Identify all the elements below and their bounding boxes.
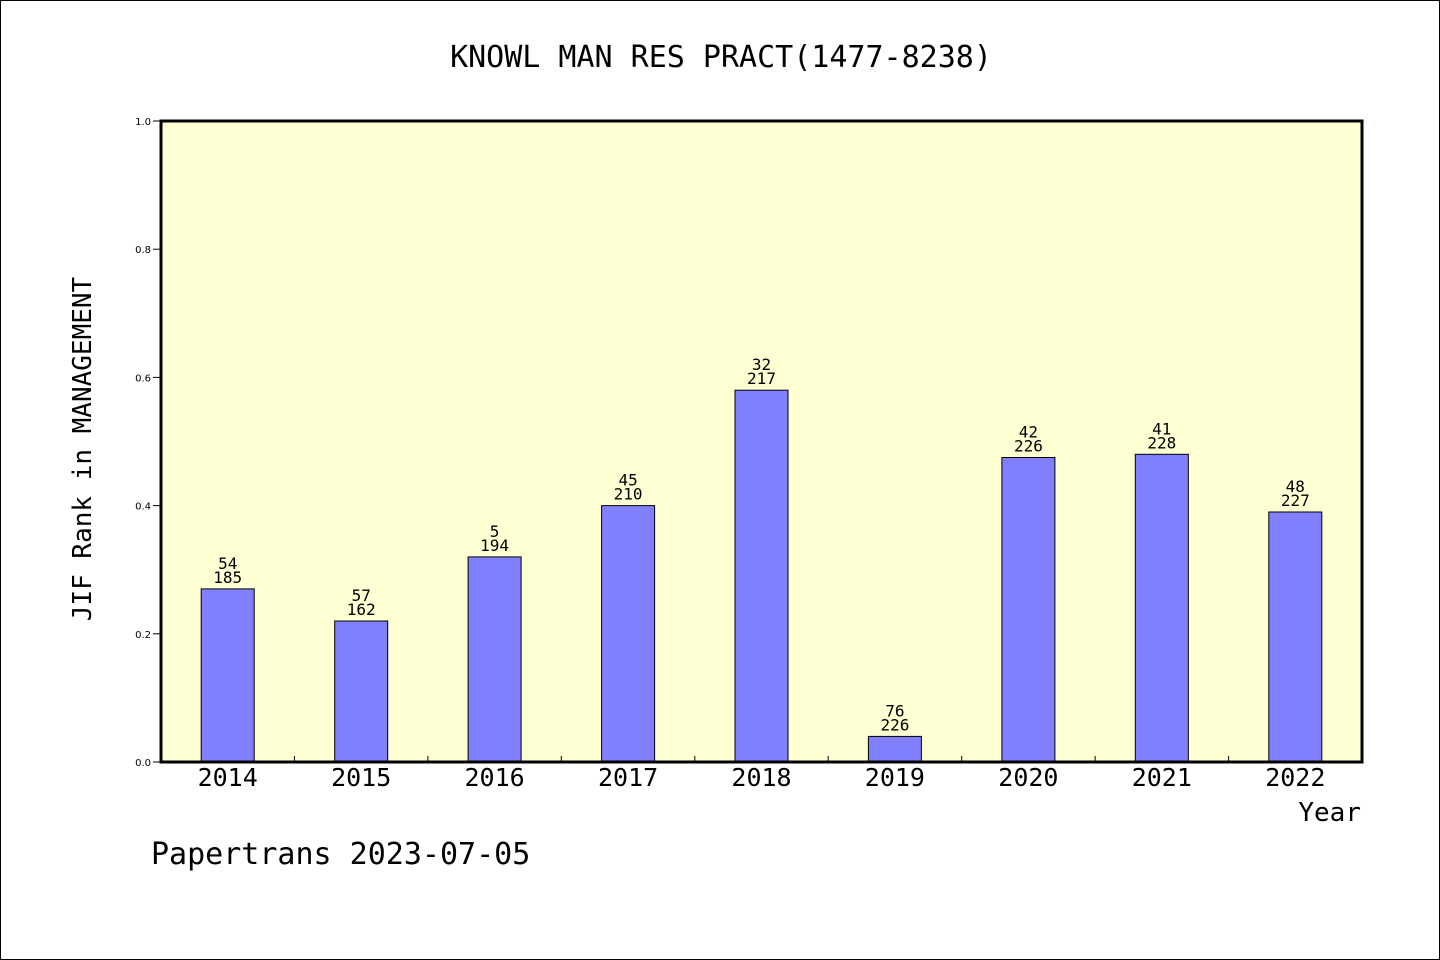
bar-label-rank-2017: 45 <box>618 471 637 490</box>
x-tick-label-2021: 2021 <box>1132 763 1192 792</box>
bar-label-rank-2015: 57 <box>352 586 371 605</box>
x-tick-label-2017: 2017 <box>598 763 658 792</box>
x-tick-label-2018: 2018 <box>731 763 791 792</box>
bar-2022 <box>1268 511 1323 763</box>
bar-2018 <box>734 389 789 763</box>
plot-frame <box>159 119 1364 764</box>
x-axis-ticks: 2014 2015 2016 2017 2018 2019 2020 2021 2022 <box>198 756 1325 792</box>
bar-2014 <box>200 588 255 763</box>
bar-label-total-2014: 185 <box>213 568 242 587</box>
x-tick-label-2020: 2020 <box>998 763 1058 792</box>
y-axis-title: JIF Rank in MANAGEMENT <box>68 276 98 621</box>
y-tick-label: 0.6 <box>135 373 151 384</box>
x-axis-title: Year <box>1298 798 1361 828</box>
bar-2021 <box>1134 453 1189 763</box>
bar-label-rank-2016: 5 <box>490 522 500 541</box>
x-tick-label-2019: 2019 <box>865 763 925 792</box>
x-tick-label-2022: 2022 <box>1265 763 1325 792</box>
y-axis-ticks: 0.0 0.2 0.4 0.6 0.8 1.0 <box>135 117 161 769</box>
bar-label-rank-2018: 32 <box>752 355 771 374</box>
y-tick-label: 1.0 <box>135 117 151 128</box>
bar-labels: 5418557162519445210322177622642226412284… <box>213 355 1310 734</box>
bar-label-rank-2019: 76 <box>885 701 904 720</box>
bar-label-total-2019: 226 <box>880 715 909 734</box>
bar-label-total-2021: 228 <box>1147 433 1176 452</box>
x-tick-label-2016: 2016 <box>464 763 524 792</box>
footer-credit: Papertrans 2023-07-05 <box>151 837 530 872</box>
bar-label-total-2022: 227 <box>1281 491 1310 510</box>
y-tick-label: 0.0 <box>135 758 151 769</box>
bar-label-total-2016: 194 <box>480 536 509 555</box>
bar-label-total-2018: 217 <box>747 369 776 388</box>
x-tick-label-2014: 2014 <box>198 763 258 792</box>
bar-label-total-2017: 210 <box>614 485 643 504</box>
x-tick-label-2015: 2015 <box>331 763 391 792</box>
bar-2016 <box>467 556 522 763</box>
bar-2017 <box>601 505 656 763</box>
bar-label-rank-2021: 41 <box>1152 419 1171 438</box>
y-tick-label: 0.8 <box>135 245 151 256</box>
bar-label-total-2015: 162 <box>347 600 376 619</box>
bar-2015 <box>334 620 389 763</box>
chart-title: KNOWL MAN RES PRACT(1477-8238) <box>450 40 992 75</box>
y-tick-label: 0.2 <box>135 630 151 641</box>
bars <box>200 389 1323 763</box>
bar-label-total-2020: 226 <box>1014 437 1043 456</box>
bar-label-rank-2014: 54 <box>218 554 237 573</box>
bar-2020 <box>1001 457 1056 763</box>
y-tick-label: 0.4 <box>135 502 151 513</box>
bar-label-rank-2020: 42 <box>1019 423 1038 442</box>
bar-label-rank-2022: 48 <box>1286 477 1305 496</box>
bar-2019 <box>867 735 922 763</box>
